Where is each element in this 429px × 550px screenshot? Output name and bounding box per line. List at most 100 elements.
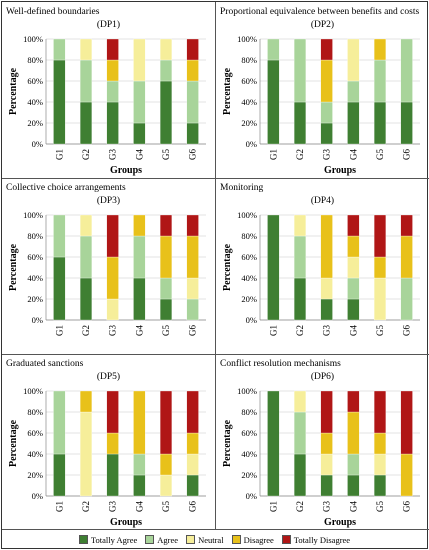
y-tick-label: 60% bbox=[27, 428, 43, 438]
chart-subtitle: (DP1) bbox=[97, 19, 120, 30]
bar-segment bbox=[347, 101, 360, 145]
chart-title: Collective choice arrangements bbox=[6, 183, 126, 193]
x-tick-label: G3 bbox=[322, 149, 332, 160]
bar-segment bbox=[159, 298, 173, 321]
bar-segment bbox=[159, 235, 173, 279]
bar-segment bbox=[373, 453, 387, 476]
bar-segment bbox=[320, 298, 333, 321]
x-tick-label: G5 bbox=[161, 325, 171, 336]
bar-segment bbox=[293, 38, 307, 103]
bar-segment bbox=[347, 38, 360, 82]
bar-segment bbox=[159, 390, 173, 455]
y-tick-label: 100% bbox=[237, 34, 257, 44]
x-tick-label: G6 bbox=[188, 501, 198, 512]
bar-segment bbox=[186, 214, 199, 237]
legend-swatch bbox=[231, 535, 241, 544]
panel-dp1: Well-defined boundaries (DP1) Percentage 0%… bbox=[2, 2, 215, 178]
bar-segment bbox=[106, 453, 119, 497]
bar-segment bbox=[133, 38, 146, 82]
bar-segment bbox=[293, 235, 307, 279]
bar-segment bbox=[186, 298, 199, 321]
bar-segment bbox=[373, 59, 387, 103]
panel-dp5: Graduated sanctions (DP5) Percentage 0% 20% 4… bbox=[2, 354, 215, 530]
bar-segment bbox=[320, 122, 333, 145]
bar-segment bbox=[267, 214, 280, 321]
bar-segment bbox=[133, 474, 146, 497]
bar-segment bbox=[186, 390, 199, 434]
bar-segment bbox=[293, 411, 307, 455]
bar-segment bbox=[159, 277, 173, 300]
bar-segment bbox=[79, 101, 93, 145]
bar-segment bbox=[79, 59, 93, 103]
bar-segment bbox=[400, 38, 413, 103]
x-tick-label: G5 bbox=[375, 501, 385, 512]
bar-segment bbox=[320, 390, 333, 434]
x-tick-label: G2 bbox=[295, 149, 305, 160]
chart-svg: Proportional equivalence between benefit… bbox=[220, 6, 420, 176]
bar-segment bbox=[347, 214, 360, 237]
chart-subtitle: (DP3) bbox=[97, 195, 120, 206]
bar-segment bbox=[159, 59, 173, 82]
bar-segment bbox=[320, 474, 333, 497]
y-tick-label: 40% bbox=[241, 273, 257, 283]
y-tick-label: 80% bbox=[241, 55, 257, 65]
bar-segment bbox=[106, 432, 119, 455]
bar-segment bbox=[53, 38, 66, 61]
bar-segment bbox=[373, 101, 387, 145]
panel-divider bbox=[2, 354, 429, 355]
bar-segment bbox=[347, 235, 360, 258]
legend-item: Disagree bbox=[231, 535, 274, 545]
bar-segment bbox=[133, 122, 146, 145]
x-tick-label: G4 bbox=[348, 149, 358, 160]
legend: Totally Agree Agree Neutral Disagree Tot… bbox=[2, 530, 427, 549]
x-tick-label: G3 bbox=[108, 325, 118, 336]
y-tick-label: 0% bbox=[246, 315, 257, 325]
x-tick-label: G2 bbox=[81, 325, 91, 336]
y-axis-label: Percentage bbox=[8, 67, 19, 115]
bar-segment bbox=[400, 235, 413, 279]
x-tick-label: G5 bbox=[161, 149, 171, 160]
chart-title: Graduated sanctions bbox=[6, 359, 84, 369]
bar-segment bbox=[186, 277, 199, 300]
chart-subtitle: (DP6) bbox=[311, 371, 334, 382]
bar-segment bbox=[159, 474, 173, 497]
panel-divider bbox=[2, 178, 429, 179]
x-tick-label: G4 bbox=[134, 501, 144, 512]
bar-segment bbox=[79, 214, 93, 237]
bar-segment bbox=[347, 298, 360, 321]
x-axis-label: Groups bbox=[110, 165, 142, 176]
bar-segment bbox=[186, 80, 199, 124]
bar-segment bbox=[373, 474, 387, 497]
bar-segment bbox=[293, 101, 307, 145]
bar-segment bbox=[106, 390, 119, 434]
chart-subtitle: (DP2) bbox=[311, 19, 334, 30]
x-tick-label: G5 bbox=[161, 501, 171, 512]
bar-segment bbox=[347, 390, 360, 413]
bar-segment bbox=[186, 235, 199, 279]
bar-segment bbox=[106, 38, 119, 61]
bar-segment bbox=[106, 298, 119, 321]
panel-divider bbox=[2, 529, 429, 530]
chart-svg: Collective choice arrangements (DP3) Perce… bbox=[6, 183, 206, 336]
bar-segment bbox=[53, 59, 66, 145]
x-tick-label: G1 bbox=[54, 501, 64, 512]
bar-segment bbox=[320, 432, 333, 455]
bar-segment bbox=[400, 214, 413, 237]
x-tick-label: G6 bbox=[188, 149, 198, 160]
legend-label: Totally Agree bbox=[90, 534, 138, 545]
bar-segment bbox=[133, 214, 146, 237]
y-axis-label: Percentage bbox=[8, 243, 19, 291]
bar-segment bbox=[267, 38, 280, 61]
bar-segment bbox=[106, 256, 119, 300]
bar-segment bbox=[373, 277, 387, 321]
bar-segment bbox=[79, 277, 93, 321]
x-tick-label: G2 bbox=[295, 501, 305, 512]
y-tick-label: 100% bbox=[23, 210, 43, 220]
x-tick-label: G4 bbox=[134, 149, 144, 160]
y-tick-label: 100% bbox=[237, 386, 257, 396]
bar-segment bbox=[106, 80, 119, 103]
x-tick-label: G1 bbox=[268, 325, 278, 336]
bar-segment bbox=[347, 474, 360, 497]
x-tick-label: G5 bbox=[375, 325, 385, 336]
bar-segment bbox=[320, 38, 333, 61]
